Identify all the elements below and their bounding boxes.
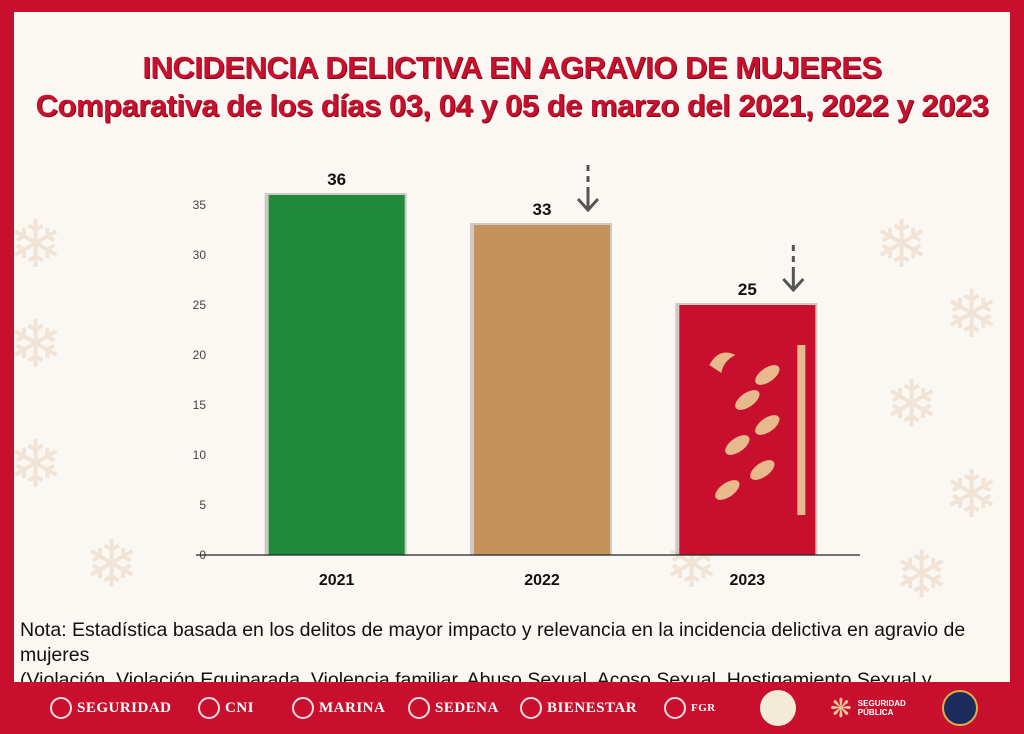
footer-logos: SEGURIDAD CNI MARINA SEDENA BIENESTAR FG…: [0, 682, 1024, 734]
logo-seguridad: SEGURIDAD: [50, 694, 172, 722]
ornament-icon: ❄: [894, 536, 950, 613]
bar-value-label: 25: [738, 280, 757, 299]
y-tick-label: 5: [199, 498, 206, 512]
bar-2023: [679, 305, 816, 555]
ornament-icon: ❄: [944, 456, 1000, 533]
bar-2021: [268, 195, 405, 555]
emblem-icon: ❋: [830, 692, 852, 723]
logo-fgr: FGR: [664, 694, 716, 722]
ornament-icon: ❄: [84, 526, 140, 603]
ornament-icon: ❄: [884, 366, 940, 443]
logo-marina: MARINA: [292, 694, 385, 722]
chart-title: INCIDENCIA DELICTIVA EN AGRAVIO DE MUJER…: [142, 50, 882, 85]
fge-seal-icon: [942, 690, 978, 726]
logo-sedena: SEDENA: [408, 694, 499, 722]
y-tick-label: 10: [193, 448, 207, 462]
bar-value-label: 33: [533, 200, 552, 219]
eagle-seal-icon: [760, 690, 796, 726]
seal-icon: [292, 697, 314, 719]
x-tick-label: 2021: [319, 572, 355, 589]
bar-value-label: 36: [327, 170, 346, 189]
y-tick-label: 25: [193, 298, 207, 312]
down-arrow-icon: [576, 165, 600, 213]
footnote-line-1: Nota: Estadística basada en los delitos …: [20, 619, 966, 666]
seal-icon: [408, 697, 430, 719]
y-tick-label: 35: [193, 198, 207, 212]
bar-motif-icon: [709, 345, 806, 515]
x-axis: 2021 2022 2023: [319, 572, 765, 589]
seal-icon: [664, 697, 686, 719]
ornament-icon: ❄: [14, 306, 64, 383]
seal-icon: [198, 697, 220, 719]
ornament-icon: ❄: [14, 206, 64, 283]
ornament-icon: ❄: [944, 276, 1000, 353]
seal-icon: [50, 697, 72, 719]
y-tick-label: 20: [193, 348, 207, 362]
x-tick-label: 2022: [524, 572, 560, 589]
x-tick-label: 2023: [730, 572, 766, 589]
bar-2022: [474, 225, 610, 555]
chart-subtitle: Comparativa de los días 03, 04 y 05 de m…: [35, 88, 989, 123]
footnote-line-2: (Violación, Violación Equiparada, Violen…: [20, 669, 932, 682]
logo-bienestar: BIENESTAR: [520, 694, 637, 722]
footnote: Nota: Estadística basada en los delitos …: [20, 618, 1010, 682]
ornament-icon: ❄: [874, 206, 930, 283]
ornament-icon: ❄: [14, 426, 64, 503]
down-arrow-icon: [782, 245, 805, 293]
y-tick-label: 15: [193, 398, 207, 412]
slide-frame: ❄ ❄ ❄ ❄ ❄ ❄ ❄ ❄ ❄ ❄ INCIDENCIA DELICTIVA…: [14, 12, 1010, 682]
seal-icon: [520, 697, 542, 719]
logo-cni: CNI: [198, 694, 254, 722]
y-tick-label: 30: [193, 248, 207, 262]
logo-seguridad-publica: ❋ SEGURIDAD PÚBLICA: [830, 692, 906, 723]
bars-group: 36 33 25: [264, 165, 818, 555]
